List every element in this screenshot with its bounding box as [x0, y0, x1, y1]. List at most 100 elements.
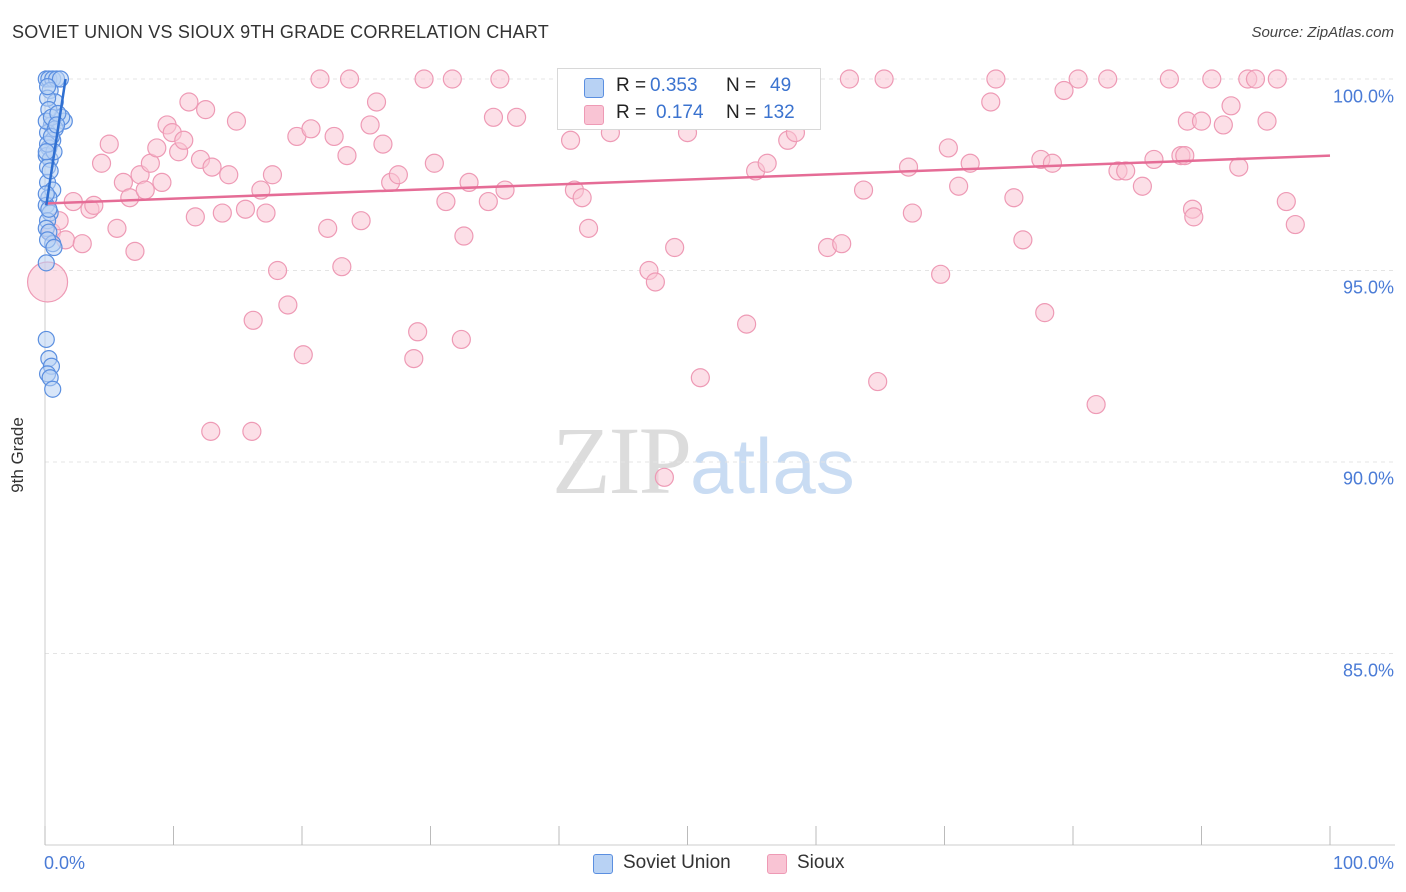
sioux-point	[201, 421, 221, 441]
sioux-point	[219, 165, 239, 185]
sioux-swatch	[584, 105, 604, 125]
sioux-point	[1245, 69, 1266, 89]
sioux-point	[572, 188, 592, 208]
soviet-union-point	[40, 200, 58, 218]
sioux-point	[152, 172, 172, 193]
sioux-point	[981, 92, 1001, 112]
legend-swatch-soviet-union	[593, 854, 613, 874]
sioux-point	[690, 368, 710, 388]
sioux-point	[337, 146, 357, 166]
sioux-point	[262, 165, 283, 185]
soviet-union-point	[45, 238, 63, 257]
sioux-point	[874, 69, 894, 89]
sioux-point	[147, 138, 167, 158]
chart-title: SOVIET UNION VS SIOUX 9TH GRADE CORRELAT…	[12, 22, 549, 42]
soviet-union-point	[37, 330, 55, 349]
y-tick-label: 90.0%	[1342, 468, 1394, 489]
sioux-point	[120, 188, 140, 208]
sioux-point	[442, 69, 462, 89]
sioux-point	[242, 421, 262, 441]
soviet-union-swatch	[584, 78, 604, 98]
sioux-point	[1184, 207, 1204, 227]
r-value: 0.174	[656, 102, 704, 123]
sioux-point	[267, 260, 288, 281]
sioux-point	[839, 69, 860, 89]
sioux-point	[654, 467, 674, 487]
sioux-point	[478, 191, 498, 212]
sioux-point	[212, 203, 232, 223]
soviet-union-point	[44, 380, 62, 398]
sioux-point	[332, 257, 352, 277]
legend-label-sioux: Sioux	[797, 852, 845, 873]
sioux-point	[408, 322, 428, 342]
axes	[44, 70, 1395, 846]
r-label: R =	[616, 75, 647, 96]
sioux-point	[202, 157, 222, 177]
sioux-point	[125, 241, 145, 261]
sioux-point	[1221, 96, 1241, 116]
y-tick-label: 100.0%	[1332, 86, 1394, 107]
sioux-point	[1098, 69, 1118, 89]
n-value: 49	[770, 75, 792, 96]
sioux-point	[757, 153, 777, 173]
trend-lines	[44, 78, 1331, 206]
sioux-point	[931, 264, 951, 284]
sioux-point	[1035, 303, 1055, 323]
sioux-point	[560, 130, 581, 150]
sioux-point	[506, 107, 527, 127]
sioux-point	[414, 69, 434, 89]
sioux-point	[490, 69, 510, 89]
sioux-point	[424, 153, 444, 173]
soviet-union-trend-line	[45, 78, 67, 206]
sioux-point	[99, 134, 119, 154]
sioux-point	[1042, 153, 1063, 173]
sioux-point	[310, 69, 330, 89]
sioux-point	[454, 226, 474, 246]
sioux-point	[1285, 214, 1305, 235]
x-tick-label-min: 0.0%	[44, 853, 86, 873]
soviet-union-point	[38, 78, 57, 96]
sioux-point	[293, 345, 313, 365]
x-tick-label-max: 100.0%	[1332, 853, 1394, 873]
n-label: N =	[726, 75, 757, 96]
sioux-point	[1068, 69, 1088, 89]
sioux-point	[1132, 176, 1152, 196]
stats-row-sioux: R = 0.174 N = 132	[558, 100, 820, 126]
sioux-point	[898, 157, 919, 177]
sioux-point	[243, 310, 263, 330]
sioux-point	[902, 203, 922, 223]
sioux-point	[1202, 69, 1222, 89]
stats-box: R = 0.353 N = 49 R = 0.174 N = 132	[557, 68, 821, 130]
sioux-point	[318, 218, 338, 238]
sioux-point	[339, 69, 360, 89]
sioux-points	[26, 69, 1305, 487]
sioux-point	[174, 130, 194, 150]
sioux-point	[1004, 188, 1024, 208]
sioux-point	[986, 69, 1006, 89]
sioux-point	[1267, 69, 1287, 89]
gridlines	[45, 78, 1395, 654]
sioux-point	[645, 272, 665, 292]
soviet-union-points	[37, 70, 73, 398]
sioux-point	[1191, 111, 1212, 131]
n-label: N =	[726, 102, 757, 123]
sioux-point	[84, 195, 104, 215]
r-label: R =	[616, 102, 647, 123]
sioux-point	[226, 111, 247, 131]
sioux-point	[373, 134, 393, 154]
legend: Soviet Union Sioux	[0, 852, 1406, 878]
sioux-point	[1054, 80, 1074, 101]
sioux-point	[451, 329, 471, 350]
sioux-point	[366, 92, 387, 112]
sioux-point	[135, 180, 155, 200]
sioux-point	[1276, 191, 1296, 212]
sioux-point	[1116, 161, 1136, 181]
r-value: 0.353	[650, 75, 698, 96]
sioux-point	[360, 115, 380, 135]
sioux-point	[179, 92, 199, 112]
sioux-point	[1013, 230, 1033, 250]
sioux-point	[938, 138, 958, 158]
sioux-point	[278, 295, 298, 315]
sioux-point	[853, 180, 874, 200]
sioux-point	[388, 165, 408, 185]
